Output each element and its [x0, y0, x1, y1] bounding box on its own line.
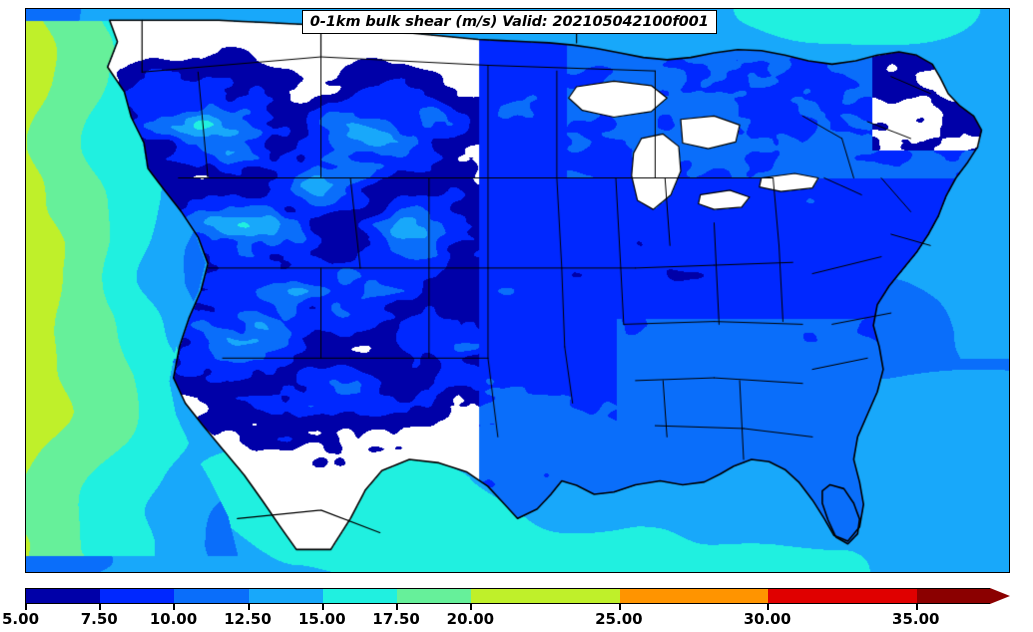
- colorbar-tick-label-8: 30.00: [743, 610, 792, 628]
- colorbar-tick-label-1: 7.50: [80, 610, 118, 628]
- colorbar-tick-5: [396, 604, 399, 610]
- colorbar-tick-label-2: 10.00: [149, 610, 198, 628]
- colorbar-tick-label-0: 5.00: [2, 610, 40, 628]
- colorbar-segment-7: [619, 589, 769, 603]
- colorbar-tick-0: [25, 604, 27, 610]
- colorbar-segment-8: [768, 589, 918, 603]
- colorbar-tick-1: [99, 604, 102, 610]
- page-title: 0-1km bulk shear (m/s) Valid: 2021050421…: [310, 14, 709, 30]
- colorbar-tick-9: [915, 604, 918, 610]
- colorbar-overflow-arrow: [990, 588, 1010, 604]
- colorbar-tick-3: [247, 604, 250, 610]
- map-panel: [25, 8, 1010, 573]
- colorbar-segment-1: [100, 589, 176, 603]
- colorbar-tick-label-3: 12.50: [223, 610, 272, 628]
- colorbar-tick-4: [321, 604, 324, 610]
- colorbar-tick-8: [767, 604, 770, 610]
- colorbar-tick-7: [618, 604, 621, 610]
- colorbar-segment-4: [322, 589, 398, 603]
- colorbar-gradient: [25, 588, 990, 604]
- colorbar-tick-label-4: 15.00: [298, 610, 346, 628]
- colorbar-tick-label-5: 17.50: [372, 610, 420, 628]
- colorbar-segment-3: [248, 589, 324, 603]
- colorbar-segment-5: [397, 589, 472, 603]
- colorbar-tick-label-6: 20.00: [446, 610, 495, 628]
- colorbar-segment-6: [471, 589, 621, 603]
- colorbar-tick-6: [470, 604, 473, 610]
- colorbar-tick-label-7: 25.00: [595, 610, 643, 628]
- colorbar-tick-label-9: 35.00: [892, 610, 940, 628]
- colorbar-segment-9: [916, 589, 990, 603]
- map-title-box: 0-1km bulk shear (m/s) Valid: 2021050421…: [302, 10, 717, 34]
- colorbar: 5.00 7.50 10.00 12.50 15.00 17.50 20.00 25.00 30…: [0, 580, 1033, 632]
- shear-field-map: [26, 9, 1009, 572]
- colorbar-segment-2: [174, 589, 250, 603]
- colorbar-tick-2: [173, 604, 176, 610]
- colorbar-segment-0: [26, 589, 101, 603]
